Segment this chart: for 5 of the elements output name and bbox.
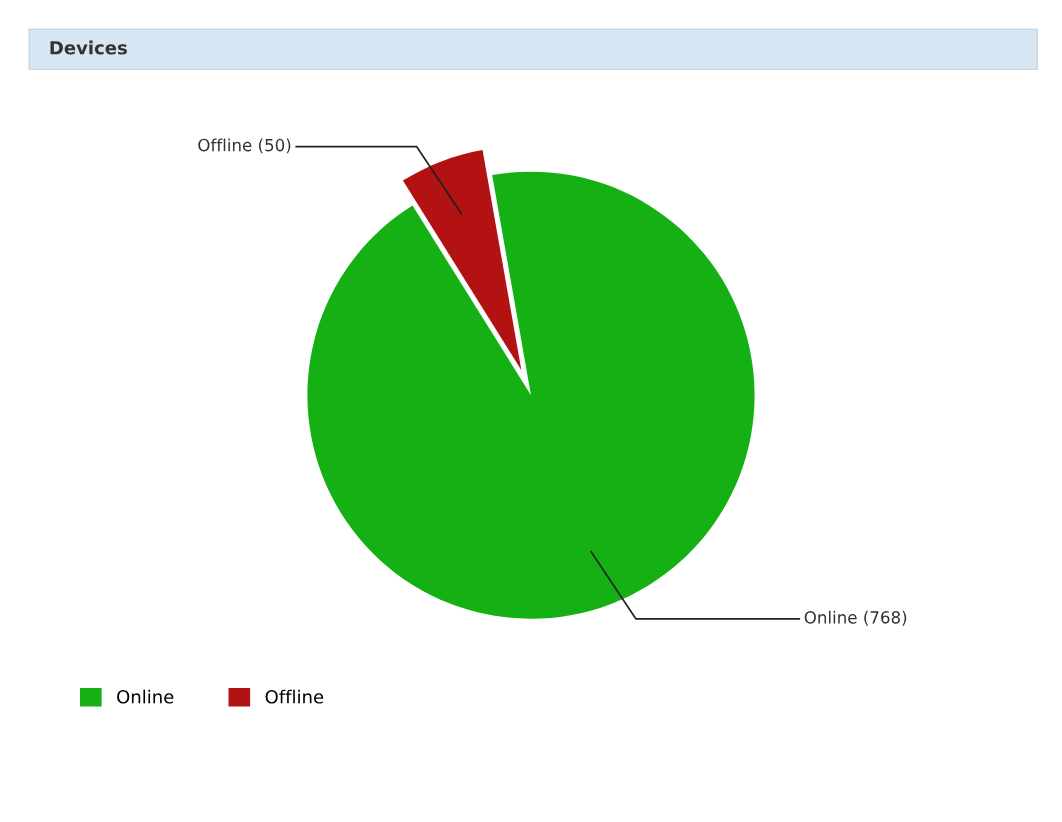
chart-title: Devices	[50, 40, 127, 55]
legend-label: Offline	[265, 689, 324, 704]
legend-label: Online	[117, 689, 174, 704]
data-label: Offline (50)	[198, 138, 291, 154]
data-label: Online (768)	[804, 610, 907, 626]
